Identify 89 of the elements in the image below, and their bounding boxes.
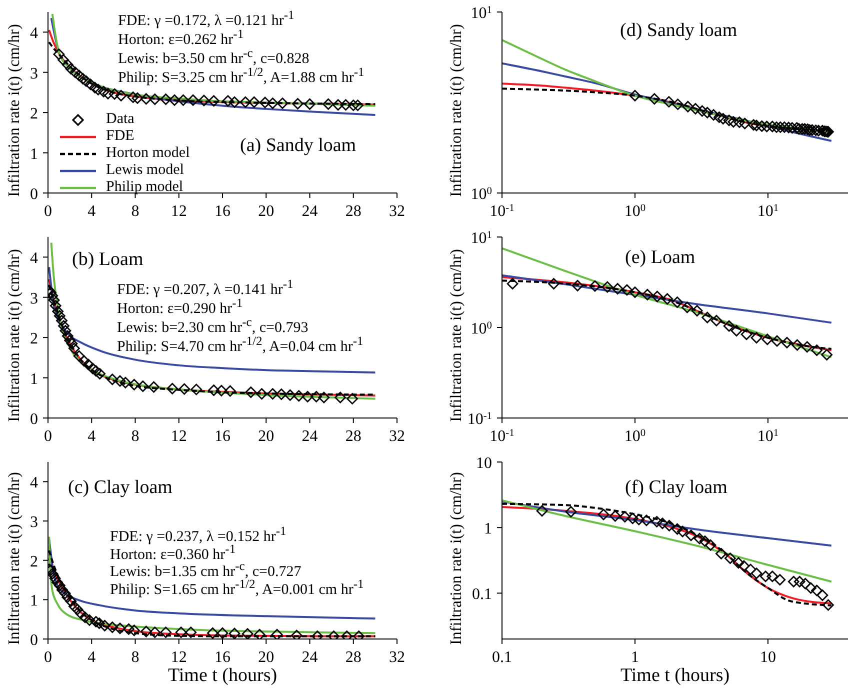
y-tick-label: 1 xyxy=(30,146,38,163)
y-tick-label: 10$^{1}$ xyxy=(470,230,492,247)
annotation: Philip: S=3.25 cm hr$^{-1/2}$, A=1.88 cm hr$^{-1}$ xyxy=(118,65,364,86)
y-axis-title: Infiltration rate i(t) (cm/hr) xyxy=(6,249,23,422)
x-tick-label: 0 xyxy=(44,428,52,445)
y-tick-label: 3 xyxy=(30,514,38,531)
y-axis-title: Infiltration rate i(t) (cm/hr) xyxy=(448,249,465,422)
y-tick-label: 10$^{0}$ xyxy=(470,186,492,203)
annotation: Philip: S=4.70 cm hr$^{-1/2}$, A=0.04 cm hr$^{-1}$ xyxy=(117,334,364,355)
x-tick-label: 16 xyxy=(214,428,230,445)
y-tick-label: 0 xyxy=(30,632,38,649)
x-tick-label: 24 xyxy=(302,203,318,220)
annotation: FDE: γ =0.237, λ =0.152 hr$^{-1}$ xyxy=(110,523,286,545)
legend-label: Data xyxy=(106,111,134,128)
x-tick-label: 1 xyxy=(630,649,639,666)
y-tick-label: 2 xyxy=(30,106,38,123)
annotation: (e) Loam xyxy=(625,247,696,268)
x-tick-label: 20 xyxy=(258,203,274,220)
x-tick-label: 28 xyxy=(345,649,362,666)
y-tick-label: 10 xyxy=(476,455,492,472)
annotation: Lewis: b=1.35 cm hr$^{-c}$, c=0.727 xyxy=(110,559,302,580)
annotation: (f) Clay loam xyxy=(625,477,728,498)
y-tick-label: 1 xyxy=(484,520,492,538)
x-tick-label: 24 xyxy=(302,428,318,445)
x-tick-label: 4 xyxy=(88,649,96,666)
y-tick-label: 10$^{-1}$ xyxy=(467,410,492,428)
x-tick-label: 8 xyxy=(131,649,140,666)
y-axis-title: Infiltration rate i(t) (cm/hr) xyxy=(6,472,23,645)
annotation: FDE: γ =0.207, λ =0.141 hr$^{-1}$ xyxy=(117,276,294,298)
y-axis-title: Infiltration rate i(t) (cm/hr) xyxy=(448,24,465,197)
x-tick-label: 10$^{-1}$ xyxy=(490,202,514,220)
legend-label: Horton model xyxy=(106,145,190,162)
y-tick-label: 0.1 xyxy=(472,586,492,604)
x-tick-label: 4 xyxy=(88,203,96,220)
legend-label: Philip model xyxy=(106,179,184,196)
y-tick-label: 10$^{0}$ xyxy=(470,320,492,338)
x-tick-label: 16 xyxy=(214,649,230,666)
x-tick-label: 4 xyxy=(88,428,96,445)
x-tick-label: 10$^{0}$ xyxy=(624,428,646,445)
y-tick-label: 0 xyxy=(30,411,38,428)
y-axis-title: Infiltration rate i(t) (cm/hr) xyxy=(448,472,465,645)
x-tick-label: 10$^{0}$ xyxy=(624,202,646,220)
annotation: (c) Clay loam xyxy=(68,477,172,498)
legend-label: Lewis model xyxy=(106,162,184,179)
annotation: (d) Sandy loam xyxy=(620,20,738,41)
x-tick-label: 10 xyxy=(760,649,776,666)
x-tick-label: 32 xyxy=(389,428,405,445)
annotation: Lewis: b=3.50 cm hr$^{-c}$, c=0.828 xyxy=(118,46,310,67)
y-tick-label: 1 xyxy=(30,592,38,610)
x-tick-label: 24 xyxy=(302,649,318,666)
x-tick-label: 10$^{-1}$ xyxy=(490,428,514,445)
y-tick-label: 1 xyxy=(30,370,38,388)
y-tick-label: 0 xyxy=(30,186,38,203)
y-tick-label: 2 xyxy=(30,553,38,570)
x-tick-label: 12 xyxy=(170,649,187,666)
y-tick-label: 3 xyxy=(30,290,38,308)
annotation: FDE: γ =0.172, λ =0.121 hr$^{-1}$ xyxy=(118,7,294,30)
x-tick-label: 20 xyxy=(258,649,274,666)
x-tick-label: 0.1 xyxy=(492,649,512,666)
y-tick-label: 4 xyxy=(30,25,38,42)
x-tick-label: 8 xyxy=(131,428,140,445)
x-tick-label: 32 xyxy=(389,203,405,220)
x-tick-label: 32 xyxy=(389,649,405,666)
x-tick-label: 10$^{1}$ xyxy=(757,428,779,445)
y-tick-label: 10$^{1}$ xyxy=(470,4,492,22)
x-tick-label: 0 xyxy=(44,203,52,220)
x-tick-label: 28 xyxy=(345,203,362,220)
x-tick-label: 20 xyxy=(258,428,274,445)
x-tick-label: 28 xyxy=(345,428,362,445)
annotation: Horton: ε=0.262 hr$^{-1}$ xyxy=(118,27,244,48)
x-tick-label: 8 xyxy=(131,203,140,220)
legend-label: FDE xyxy=(106,128,134,145)
x-tick-label: 0 xyxy=(44,649,52,666)
x-tick-label: 10$^{1}$ xyxy=(757,202,779,220)
annotation: (b) Loam xyxy=(72,249,144,270)
annotation: Horton: ε=0.290 hr$^{-1}$ xyxy=(117,296,243,317)
y-tick-label: 4 xyxy=(30,474,38,492)
x-axis-title: Time t (hours) xyxy=(620,665,730,686)
x-axis-title: Time t (hours) xyxy=(168,665,278,686)
annotation: Philip: S=1.65 cm hr$^{-1/2}$, A=0.001 cm hr$^{-1}$ xyxy=(110,577,364,598)
x-tick-label: 16 xyxy=(214,203,230,220)
x-tick-label: 12 xyxy=(170,203,187,220)
y-tick-label: 3 xyxy=(30,65,38,82)
annotation: (a) Sandy loam xyxy=(240,135,356,156)
x-tick-label: 12 xyxy=(170,428,187,445)
y-tick-label: 4 xyxy=(30,250,38,268)
y-tick-label: 2 xyxy=(30,330,38,348)
annotation: Lewis: b=2.30 cm hr$^{-c}$, c=0.793 xyxy=(117,315,308,336)
y-axis-title: Infiltration rate i(t) (cm/hr) xyxy=(6,24,23,197)
